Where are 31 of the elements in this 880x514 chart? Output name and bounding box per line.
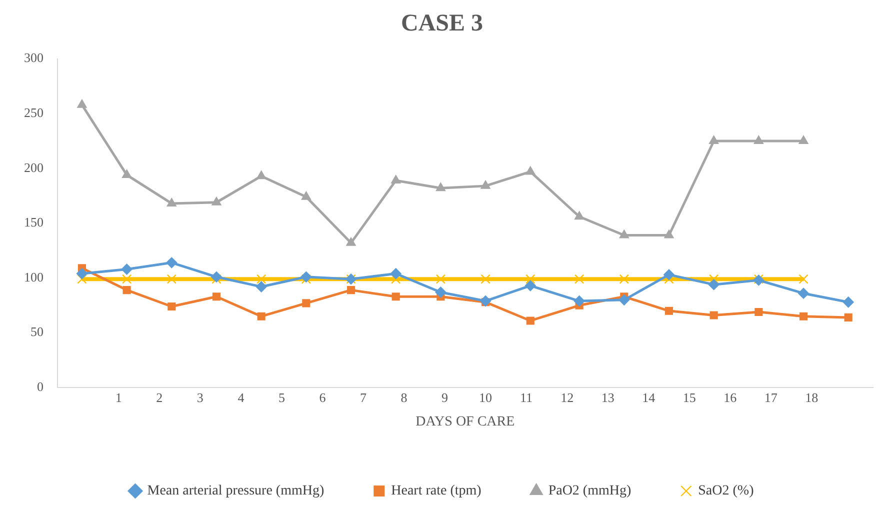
x-tick-label: 12 bbox=[560, 390, 574, 405]
y-tick-label: 50 bbox=[30, 324, 44, 340]
legend-label: SaO2 (%) bbox=[698, 484, 754, 499]
x-tick-label: 13 bbox=[601, 390, 614, 405]
y-tick-label: 300 bbox=[24, 50, 44, 66]
y-tick-label: 200 bbox=[24, 160, 44, 175]
y-tick-label: 100 bbox=[24, 269, 44, 284]
x-tick-label: 6 bbox=[319, 390, 326, 405]
x-tick-label: 15 bbox=[682, 390, 696, 405]
y-tick-label: 0 bbox=[37, 379, 44, 394]
x-tick-label: 9 bbox=[442, 390, 448, 405]
legend-label: Heart rate (tpm) bbox=[391, 484, 482, 499]
x-tick-label: 16 bbox=[724, 390, 738, 405]
x-tick-label: 5 bbox=[278, 390, 285, 405]
x-tick-label: 11 bbox=[520, 390, 533, 405]
chart-title: CASE 3 bbox=[400, 10, 484, 37]
x-axis-title: DAYS OF CARE bbox=[416, 414, 515, 430]
x-tick-label: 14 bbox=[642, 390, 656, 405]
legend-label: Mean arterial pressure (mmHg) bbox=[147, 484, 324, 499]
x-tick-label: 10 bbox=[479, 390, 492, 405]
x-tick-label: 8 bbox=[400, 390, 408, 405]
x-tick-label: 3 bbox=[196, 390, 204, 405]
y-tick-label: 150 bbox=[24, 214, 44, 230]
x-tick-label: 1 bbox=[115, 390, 122, 405]
x-tick-label: 7 bbox=[360, 390, 367, 405]
x-tick-label: 4 bbox=[238, 390, 245, 405]
y-tick-label: 250 bbox=[24, 105, 44, 120]
legend-label: PaO2 (mmHg) bbox=[548, 484, 632, 499]
x-tick-label: 17 bbox=[764, 390, 778, 405]
x-tick-label: 18 bbox=[805, 390, 818, 405]
x-tick-label: 2 bbox=[156, 390, 163, 405]
